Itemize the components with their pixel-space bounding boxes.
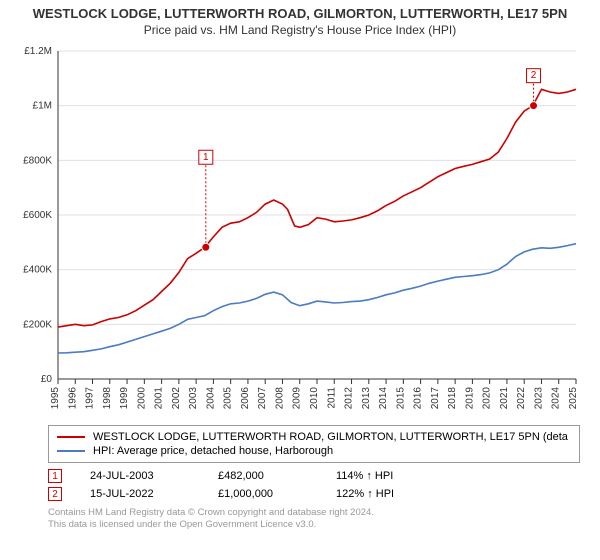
legend-label: WESTLOCK LODGE, LUTTERWORTH ROAD, GILMOR… <box>93 431 568 443</box>
chart-svg: £0 £200K £400K £600K £800K £1M £1.2M 1995 1996 19… <box>10 39 590 419</box>
x-tick-label: 2010 <box>309 387 320 410</box>
footer-line-2: This data is licensed under the Open Gov… <box>48 519 580 531</box>
marker-table-date: 15-JUL-2022 <box>90 488 190 500</box>
legend-swatch <box>57 436 85 438</box>
marker-table-price: £482,000 <box>218 470 308 482</box>
x-tick-label: 2019 <box>464 387 475 410</box>
y-tick-label: £1M <box>33 101 52 112</box>
x-tick-label: 1999 <box>119 387 130 410</box>
chart-title: WESTLOCK LODGE, LUTTERWORTH ROAD, GILMOR… <box>10 6 590 21</box>
x-tick-label: 2016 <box>413 387 424 410</box>
marker-table-id: 2 <box>48 487 62 501</box>
x-tick-label: 2003 <box>188 387 199 410</box>
x-tick-label: 2009 <box>292 387 303 410</box>
marker-table-id: 1 <box>48 469 62 483</box>
x-tick-label: 2013 <box>361 387 372 410</box>
legend-row: WESTLOCK LODGE, LUTTERWORTH ROAD, GILMOR… <box>57 430 571 444</box>
x-tick-label: 1997 <box>85 387 96 410</box>
marker-table-hpi: 122% ↑ HPI <box>336 488 426 500</box>
y-tick-label: £1.2M <box>24 46 52 57</box>
marker-table-date: 24-JUL-2003 <box>90 470 190 482</box>
marker-table-row: 1 24-JUL-2003 £482,000 114% ↑ HPI <box>48 467 580 485</box>
marker-table-hpi: 114% ↑ HPI <box>336 470 426 482</box>
marker-dot <box>202 243 210 251</box>
x-tick-label: 2002 <box>171 387 182 410</box>
chart-area: £0 £200K £400K £600K £800K £1M £1.2M 1995 1996 19… <box>10 39 590 419</box>
x-tick-label: 1995 <box>50 387 61 410</box>
marker-label: 2 <box>531 70 537 81</box>
x-tick-label: 2000 <box>136 387 147 410</box>
x-tick-label: 1998 <box>102 387 113 410</box>
legend-row: HPI: Average price, detached house, Harb… <box>57 444 571 458</box>
y-tick-label: £400K <box>23 265 52 276</box>
y-tick-label: £800K <box>23 155 52 166</box>
x-tick-label: 2004 <box>205 387 216 410</box>
x-tick-label: 2006 <box>240 387 251 410</box>
x-tick-label: 2022 <box>516 387 527 410</box>
x-tick-label: 2008 <box>274 387 285 410</box>
legend: WESTLOCK LODGE, LUTTERWORTH ROAD, GILMOR… <box>48 425 580 463</box>
footer-line-1: Contains HM Land Registry data © Crown c… <box>48 507 580 519</box>
marker-dot <box>530 102 538 110</box>
x-tick-label: 2020 <box>482 387 493 410</box>
x-tick-label: 2014 <box>378 387 389 410</box>
series-hpi <box>58 244 576 353</box>
y-tick-label: £0 <box>41 374 53 385</box>
x-tick-label: 2007 <box>257 387 268 410</box>
y-tick-label: £600K <box>23 210 52 221</box>
x-tick-label: 2001 <box>154 387 165 410</box>
x-tick-label: 2018 <box>447 387 458 410</box>
marker-table-row: 2 15-JUL-2022 £1,000,000 122% ↑ HPI <box>48 485 580 503</box>
y-tick-label: £200K <box>23 319 52 330</box>
marker-table-price: £1,000,000 <box>218 488 308 500</box>
x-tick-label: 2015 <box>395 387 406 410</box>
x-tick-label: 2025 <box>568 387 579 410</box>
series-property <box>58 89 576 327</box>
markers-table: 1 24-JUL-2003 £482,000 114% ↑ HPI 2 15-JUL-20… <box>48 467 580 503</box>
x-tick-label: 2021 <box>499 387 510 410</box>
marker-label: 1 <box>203 152 209 163</box>
x-tick-label: 2024 <box>551 387 562 410</box>
chart-subtitle: Price paid vs. HM Land Registry's House … <box>10 23 590 37</box>
footer: Contains HM Land Registry data © Crown c… <box>48 507 580 532</box>
x-tick-label: 1996 <box>67 387 78 410</box>
x-tick-label: 2012 <box>344 387 355 410</box>
x-tick-label: 2005 <box>223 387 234 410</box>
chart-title-block: WESTLOCK LODGE, LUTTERWORTH ROAD, GILMOR… <box>0 0 600 39</box>
legend-swatch <box>57 450 85 452</box>
x-tick-label: 2017 <box>430 387 441 410</box>
x-tick-label: 2023 <box>533 387 544 410</box>
x-tick-label: 2011 <box>326 387 337 409</box>
legend-label: HPI: Average price, detached house, Harb… <box>93 445 333 457</box>
